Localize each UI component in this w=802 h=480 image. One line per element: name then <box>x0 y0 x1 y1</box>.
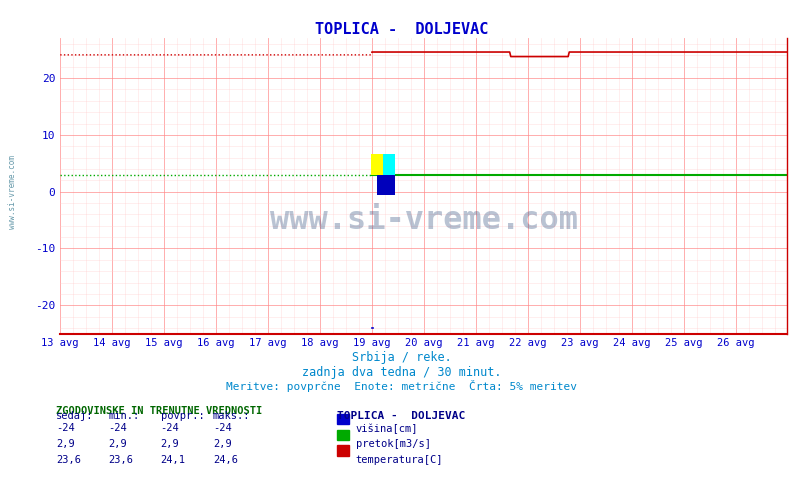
Bar <box>376 175 395 195</box>
Text: zadnja dva tedna / 30 minut.: zadnja dva tedna / 30 minut. <box>302 366 500 379</box>
Text: -24: -24 <box>160 423 179 433</box>
Text: -24: -24 <box>108 423 127 433</box>
Text: 24,6: 24,6 <box>213 455 237 465</box>
Text: 2,9: 2,9 <box>160 439 179 449</box>
Text: 23,6: 23,6 <box>108 455 133 465</box>
Bar <box>371 154 383 175</box>
Text: sedaj:: sedaj: <box>56 411 94 421</box>
Text: 23,6: 23,6 <box>56 455 81 465</box>
Text: www.si-vreme.com: www.si-vreme.com <box>8 155 17 229</box>
Text: min.:: min.: <box>108 411 140 421</box>
Text: ZGODOVINSKE IN TRENUTNE VREDNOSTI: ZGODOVINSKE IN TRENUTNE VREDNOSTI <box>56 406 262 416</box>
Text: pretok[m3/s]: pretok[m3/s] <box>355 439 430 449</box>
Text: www.si-vreme.com: www.si-vreme.com <box>269 204 577 236</box>
Text: 2,9: 2,9 <box>213 439 231 449</box>
Text: Meritve: povprčne  Enote: metrične  Črta: 5% meritev: Meritve: povprčne Enote: metrične Črta: … <box>225 380 577 392</box>
Text: -24: -24 <box>213 423 231 433</box>
Text: povpr.:: povpr.: <box>160 411 204 421</box>
Text: Srbija / reke.: Srbija / reke. <box>351 351 451 364</box>
Text: 24,1: 24,1 <box>160 455 185 465</box>
Text: -24: -24 <box>56 423 75 433</box>
Text: 2,9: 2,9 <box>56 439 75 449</box>
Bar <box>383 154 395 175</box>
Text: TOPLICA -  DOLJEVAC: TOPLICA - DOLJEVAC <box>314 22 488 36</box>
Text: višina[cm]: višina[cm] <box>355 423 418 434</box>
Text: maks.:: maks.: <box>213 411 250 421</box>
Text: 2,9: 2,9 <box>108 439 127 449</box>
Text: temperatura[C]: temperatura[C] <box>355 455 443 465</box>
Text: TOPLICA -  DOLJEVAC: TOPLICA - DOLJEVAC <box>337 411 465 421</box>
